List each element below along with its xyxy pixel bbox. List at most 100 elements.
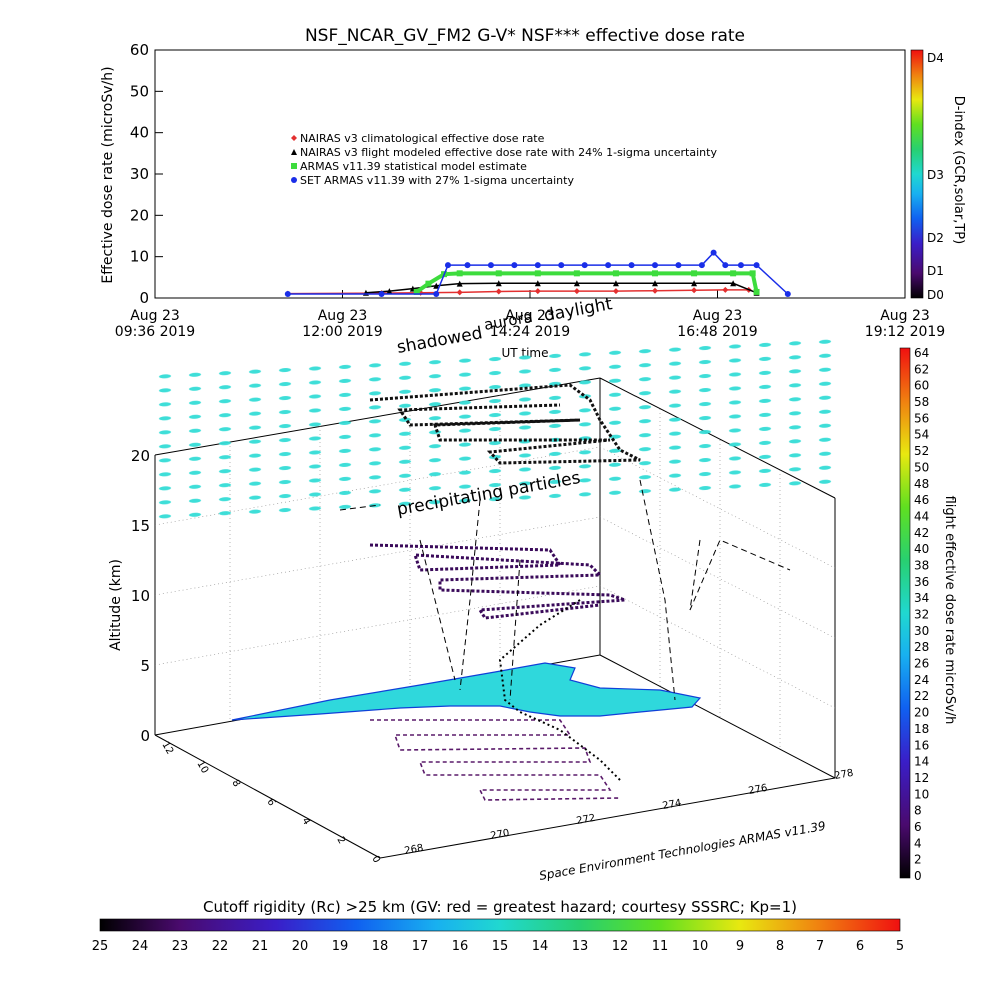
flight-dose-ticks: 0246810121416182022242628303234363840424…: [914, 346, 929, 883]
rigidity-tick: 13: [572, 939, 589, 954]
longitude-ticks: 268 270 272 274 276 278: [404, 768, 855, 857]
set-armas-point: [534, 262, 541, 269]
flight-dose-tick: 46: [914, 493, 929, 507]
rigidity-tick: 9: [736, 939, 744, 954]
nairas-flight-point: [691, 280, 698, 287]
rigidity-tick: 21: [252, 939, 269, 954]
nairas-climatological-point: [495, 288, 502, 295]
top-y-tick-label: 20: [130, 206, 149, 224]
rigidity-tick: 20: [292, 939, 309, 954]
flight-dose-tick: 12: [914, 771, 929, 785]
flight-dose-colorbar: [899, 347, 911, 879]
flight-dose-tick: 10: [914, 787, 929, 801]
longitude-tick: 278: [834, 768, 855, 782]
nairas-flight-point: [456, 280, 463, 287]
flight-dose-tick: 38: [914, 558, 929, 572]
set-armas-point: [675, 262, 682, 269]
rigidity-tick: 14: [532, 939, 549, 954]
d-index-tick: D0: [927, 288, 944, 302]
latitude-tick: 12: [159, 740, 175, 757]
descent-track: [498, 599, 621, 781]
top-y-axis-label: Effective dose rate (microSv/h): [100, 66, 116, 283]
flight-dose-tick: 56: [914, 411, 929, 425]
flight-dose-tick: 60: [914, 379, 929, 393]
latitude-tick: 10: [194, 759, 210, 776]
flight-dose-tick: 18: [914, 722, 929, 736]
legend-marker: [291, 149, 297, 155]
top-series-layer: [284, 249, 791, 297]
longitude-tick: 272: [576, 813, 597, 827]
flight-dose-tick: 2: [914, 853, 922, 867]
nairas-climatological-point: [691, 287, 698, 294]
nairas-flight-point: [612, 280, 619, 287]
nairas-climatological-point: [612, 288, 619, 295]
set-armas-point: [433, 291, 440, 297]
flight-dose-tick: 0: [914, 869, 922, 883]
set-armas-point: [511, 262, 518, 269]
flight-dose-tick: 42: [914, 526, 929, 540]
flight-dose-tick: 26: [914, 657, 929, 671]
top-y-tick-label: 0: [139, 289, 149, 307]
altitude-tick: 20: [131, 447, 150, 465]
nairas-flight-point: [433, 282, 440, 289]
set-armas-point: [464, 262, 471, 269]
rigidity-tick: 23: [172, 939, 189, 954]
legend-marker: [291, 163, 297, 169]
top-x-tick-date: Aug 23: [318, 308, 368, 324]
longitude-tick: 270: [490, 828, 511, 842]
latitude-tick: 4: [299, 816, 312, 827]
flight-track-lower: [370, 719, 621, 801]
altitude-tick: 5: [140, 657, 150, 675]
latitude-tick: 8: [229, 778, 242, 789]
set-armas-point: [710, 249, 717, 256]
armas-model-point: [691, 270, 698, 277]
latitude-tick: 0: [369, 854, 382, 865]
set-armas-point: [487, 262, 494, 269]
credit-text: Space Environment Technologies ARMAS v11…: [538, 819, 827, 883]
top-x-tick-date: Aug 23: [130, 308, 180, 324]
rigidity-tick: 11: [652, 939, 669, 954]
armas-model-point: [652, 270, 658, 277]
flight-dose-tick: 50: [914, 460, 929, 474]
top-x-tick-time: 16:48 2019: [677, 324, 757, 340]
ground-map-polygon: [231, 662, 702, 721]
armas-model-point: [753, 288, 760, 295]
top-y-tick-label: 50: [130, 82, 149, 100]
set-armas-point: [628, 262, 635, 269]
nairas-flight-point: [534, 280, 541, 287]
flight-dose-tick: 54: [914, 428, 929, 442]
nairas-climatological-point-line: [287, 289, 749, 295]
nairas-climatological-point: [534, 288, 541, 295]
armas-model-point: [730, 270, 737, 277]
rigidity-colorbar: [99, 918, 901, 932]
projection-lines: [339, 479, 791, 701]
flight-dose-tick: 30: [914, 624, 929, 638]
d-index-tick: D1: [927, 264, 944, 278]
top-x-tick-date: Aug 23: [693, 308, 743, 324]
rigidity-tick: 25: [92, 939, 109, 954]
nairas-climatological-point: [456, 289, 463, 296]
flight-dose-tick: 4: [914, 836, 922, 850]
top-x-tick-time: 09:36 2019: [115, 324, 195, 340]
top-title: NSF_NCAR_GV_FM2 G-V* NSF*** effective do…: [305, 26, 745, 46]
altitude-tick: 10: [131, 587, 150, 605]
flight-dose-tick: 24: [914, 673, 929, 687]
set-armas-point: [378, 291, 385, 297]
annotation-shadowed: shadowed: [395, 323, 484, 358]
legend-entry: NAIRAS v3 flight modeled effective dose …: [300, 146, 717, 159]
d-index-label: D-index (GCR,solar,TP): [951, 96, 966, 244]
rigidity-tick: 10: [692, 939, 709, 954]
flight-dose-tick: 22: [914, 689, 929, 703]
flight-dose-tick: 62: [914, 362, 929, 376]
longitude-tick: 268: [404, 843, 425, 857]
d-index-tick: D4: [927, 51, 944, 65]
altitude-ticks: 0 5 10 15 20: [131, 447, 150, 745]
legend-entry: SET ARMAS v11.39 with 27% 1-sigma uncert…: [300, 174, 574, 187]
d-index-ticks: D0 D1 D2 D3 D4: [927, 51, 944, 302]
set-armas-point: [784, 291, 791, 297]
set-armas-point: [722, 262, 729, 269]
set-armas-point: [652, 262, 658, 269]
armas-model-point: [495, 270, 502, 277]
top-legend: NAIRAS v3 climatological effective dose …: [291, 132, 717, 187]
legend-marker: [291, 177, 297, 183]
